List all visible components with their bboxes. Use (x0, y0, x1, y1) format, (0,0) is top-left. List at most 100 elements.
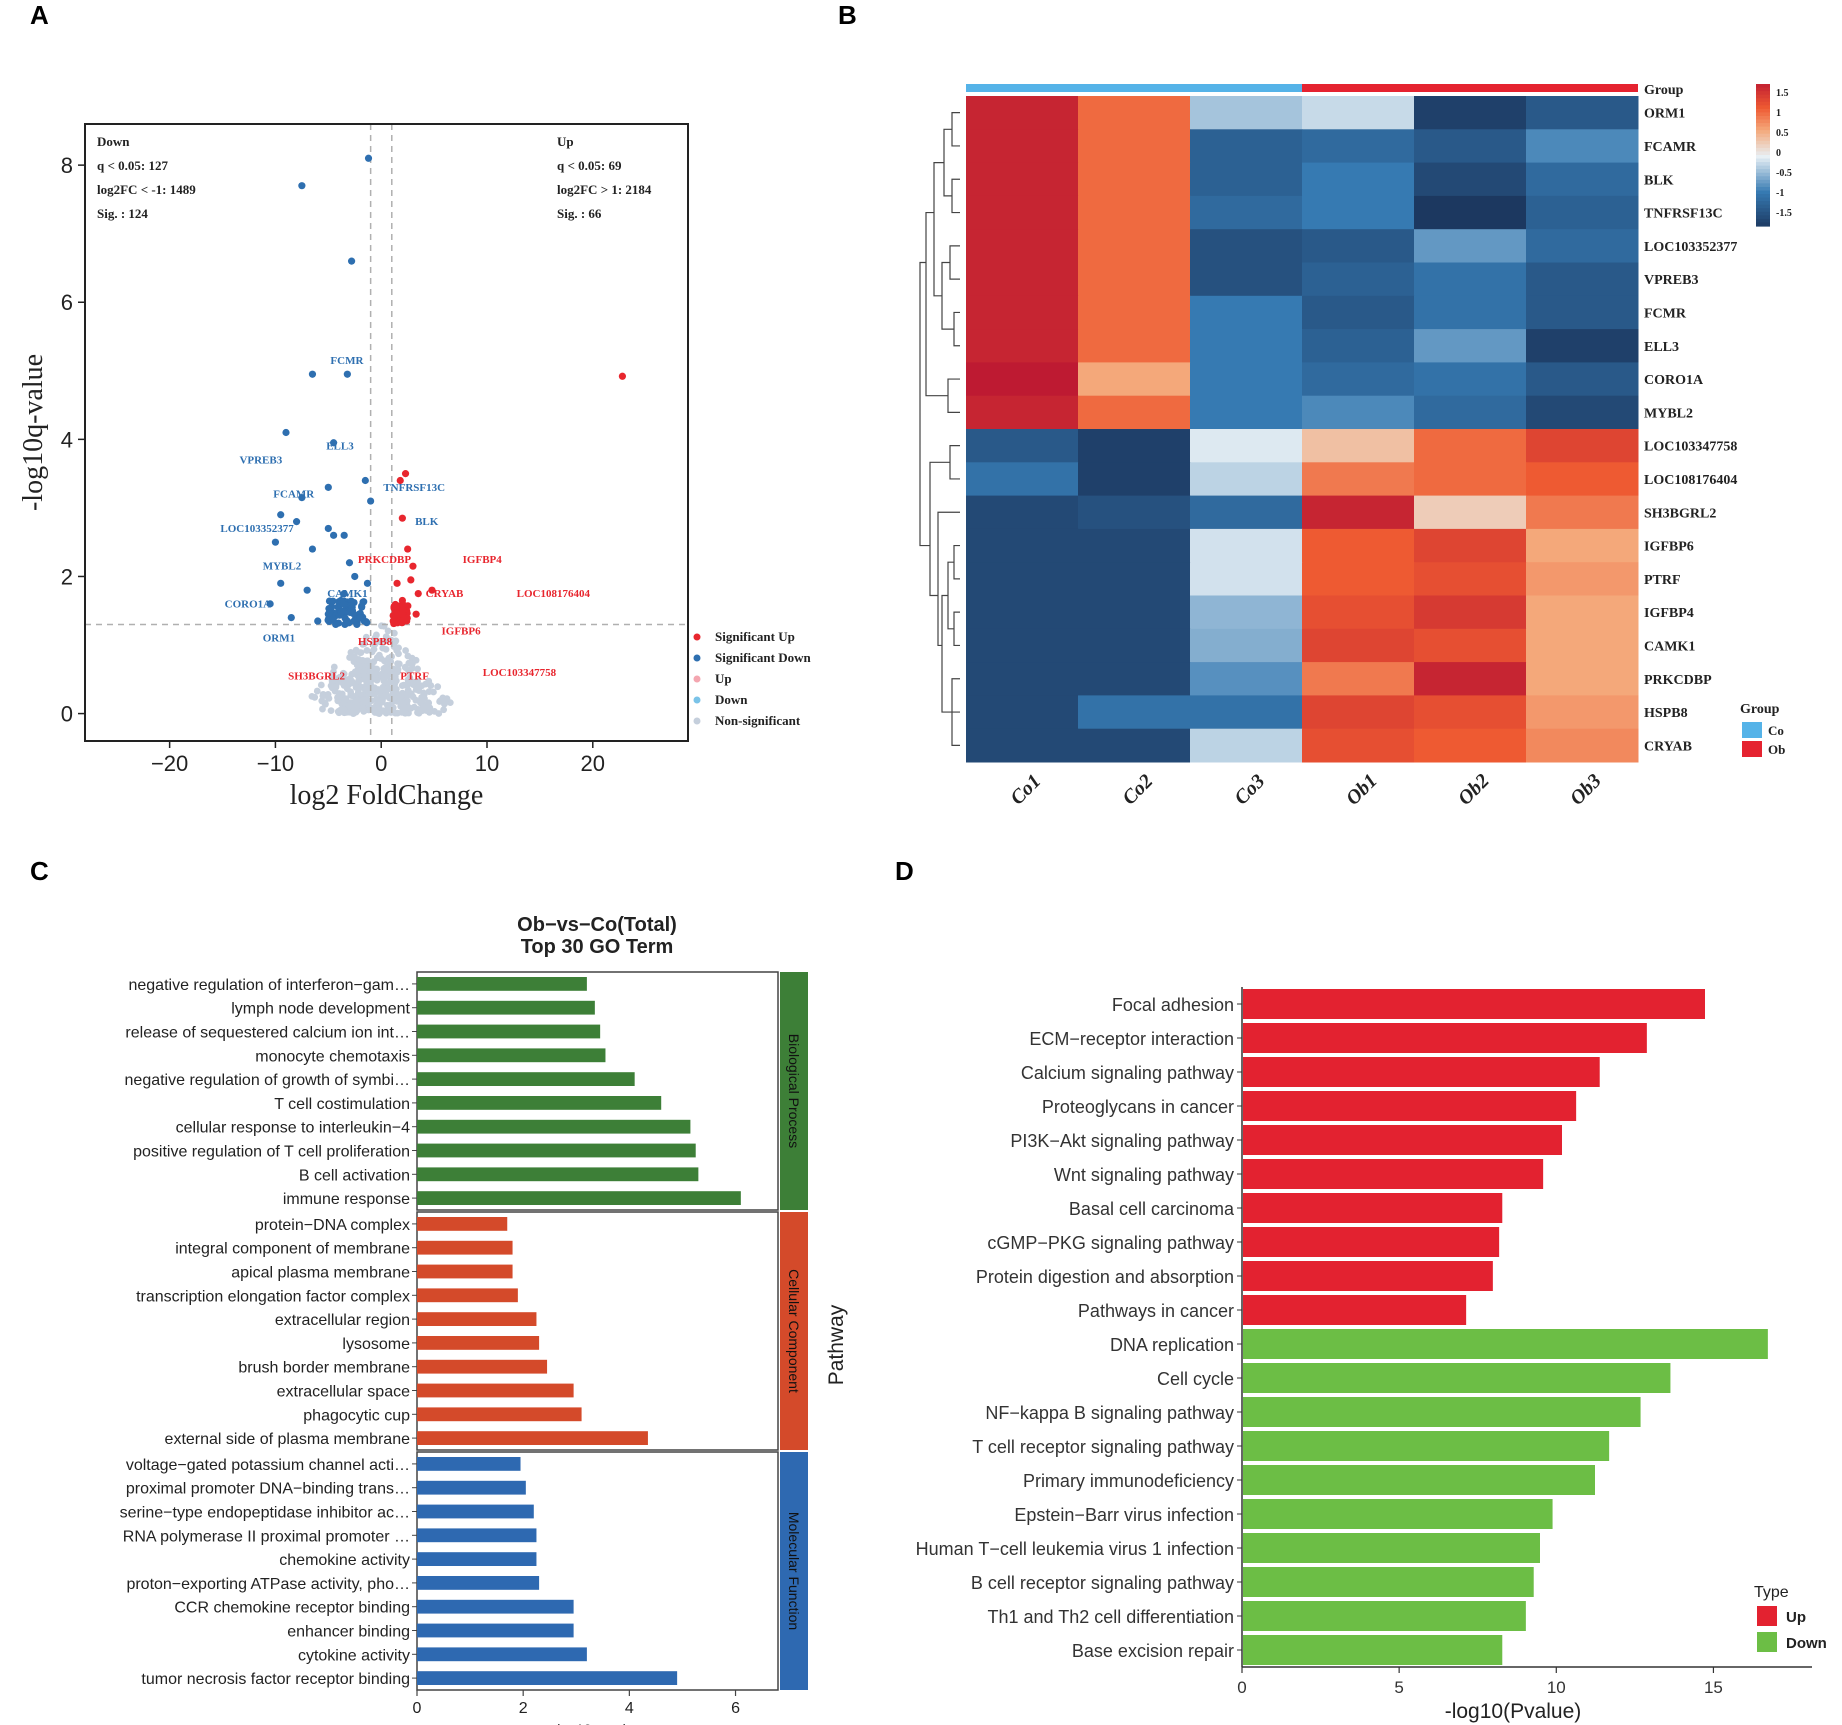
scale-tick-label: -1.5 (1776, 208, 1792, 219)
heatmap-row-label: TNFRSF13C (1644, 207, 1723, 222)
heatmap-cell (1190, 595, 1303, 630)
go-bar (417, 977, 587, 991)
heatmap-cell (966, 628, 1079, 663)
sig-down-point (325, 608, 334, 616)
heatmap-cell (1078, 429, 1191, 463)
heatmap-cell (1526, 495, 1639, 530)
y-axis-label: -log10q-value (18, 354, 49, 511)
heatmap-cell (1078, 329, 1191, 363)
x-tick-label: 6 (731, 1700, 740, 1717)
kegg-bar (1243, 1499, 1553, 1529)
group-strip-label: Cellular Component (786, 1269, 802, 1393)
kegg-bar (1243, 1057, 1600, 1087)
heatmap-row-label: FCAMR (1644, 140, 1697, 155)
x-axis-label: -log10 p-value (553, 1721, 642, 1725)
pathway-label: Epstein−Barr virus infection (1014, 1505, 1234, 1525)
scale-segment (1756, 133, 1770, 138)
nonsig-point (418, 707, 426, 715)
sig-down-point (343, 370, 351, 378)
sig-up-point (398, 610, 406, 618)
heatmap-cell (1414, 162, 1527, 197)
heatmap-cell (966, 329, 1079, 363)
heatmap-cell (1526, 262, 1639, 297)
scale-tick-label: -1 (1776, 188, 1784, 199)
scale-segment (1756, 126, 1770, 131)
nonsig-point (384, 627, 392, 635)
heatmap-column-label: Ob2 (1454, 770, 1494, 810)
scale-segment (1756, 179, 1770, 184)
nonsig-point (374, 699, 381, 707)
kegg-bar (1243, 1159, 1544, 1189)
nonsig-point (360, 707, 368, 715)
legend-label: Significant Up (715, 629, 795, 644)
nonsig-point (348, 679, 356, 687)
heatmap-row-label: LOC103347758 (1644, 440, 1737, 455)
x-tick-label: 0 (413, 1700, 422, 1717)
x-axis-label: -log10(Pvalue) (1445, 1700, 1582, 1723)
kegg-bar (1243, 1363, 1671, 1393)
kegg-bar (1243, 1465, 1595, 1495)
heatmap-row-label: MYBL2 (1644, 406, 1693, 421)
nonsig-point (341, 696, 349, 703)
sig-down-point (363, 619, 371, 627)
heatmap-column-label: Co3 (1230, 770, 1269, 809)
group-bar-cell (1078, 84, 1190, 92)
scale-segment (1756, 147, 1770, 153)
nonsig-point (319, 705, 326, 713)
go-term-label: transcription elongation factor complex (136, 1288, 410, 1305)
nonsig-point (351, 668, 359, 676)
heatmap-row-label: LOC108176404 (1644, 473, 1737, 488)
x-tick-label: 4 (625, 1700, 634, 1717)
x-tick-label: −10 (257, 751, 294, 776)
go-bar (417, 1359, 548, 1374)
heatmap-cell (1302, 495, 1415, 530)
nonsig-point (317, 681, 325, 689)
y-tick-label: 2 (61, 564, 73, 589)
heatmap-cell (1302, 395, 1415, 430)
scale-segment (1756, 197, 1770, 202)
heatmap-row-label: BLK (1644, 173, 1674, 188)
heatmap-row-label: HSPB8 (1644, 706, 1688, 721)
scale-segment (1756, 190, 1770, 195)
heatmap-cell (1302, 362, 1415, 397)
nonsig-point (395, 660, 403, 668)
chart-title-line: Top 30 GO Term (521, 936, 674, 958)
sig-down-point (348, 603, 356, 611)
nonsig-point (352, 697, 360, 705)
panel-label-b: B (838, 0, 857, 30)
gene-label: BLK (415, 516, 439, 528)
heatmap-row-label: IGFBP6 (1644, 540, 1694, 555)
kegg-bar (1243, 1125, 1562, 1155)
heatmap-cell (966, 429, 1079, 463)
heatmap-cell (1302, 595, 1415, 630)
gene-label: SH3BGRL2 (288, 670, 345, 682)
nonsig-point (378, 622, 385, 630)
kegg-bar (1243, 1261, 1493, 1291)
scale-tick-label: 0.5 (1776, 128, 1789, 139)
heatmap-cell (1414, 195, 1527, 230)
heatmap-cell (1526, 295, 1639, 330)
heatmap-cell (1526, 595, 1639, 630)
group-strip (780, 1212, 808, 1450)
heatmap-cell (1078, 195, 1191, 230)
legend-label: Non-significant (715, 713, 801, 728)
heatmap-cell (1190, 495, 1303, 530)
nonsig-point (414, 685, 422, 692)
sig-down-point (266, 600, 274, 608)
x-axis-label: log2 FoldChange (290, 780, 484, 811)
heatmap-cell (1414, 395, 1527, 430)
y-tick-label: 8 (61, 153, 73, 178)
nonsig-point (368, 676, 375, 684)
heatmap-cell (1302, 229, 1415, 263)
heatmap-cell (1078, 395, 1191, 430)
heatmap-column-label: Co1 (1006, 770, 1045, 809)
up-summary-line: Up (557, 134, 574, 149)
heatmap-cell (1302, 329, 1415, 363)
heatmap-cell (1302, 728, 1415, 763)
go-term-label: monocyte chemotaxis (255, 1048, 410, 1065)
nonsig-point (343, 685, 351, 693)
pathway-label: Base excision repair (1072, 1641, 1234, 1661)
nonsig-point (334, 694, 341, 701)
heatmap-cell (1414, 595, 1527, 630)
